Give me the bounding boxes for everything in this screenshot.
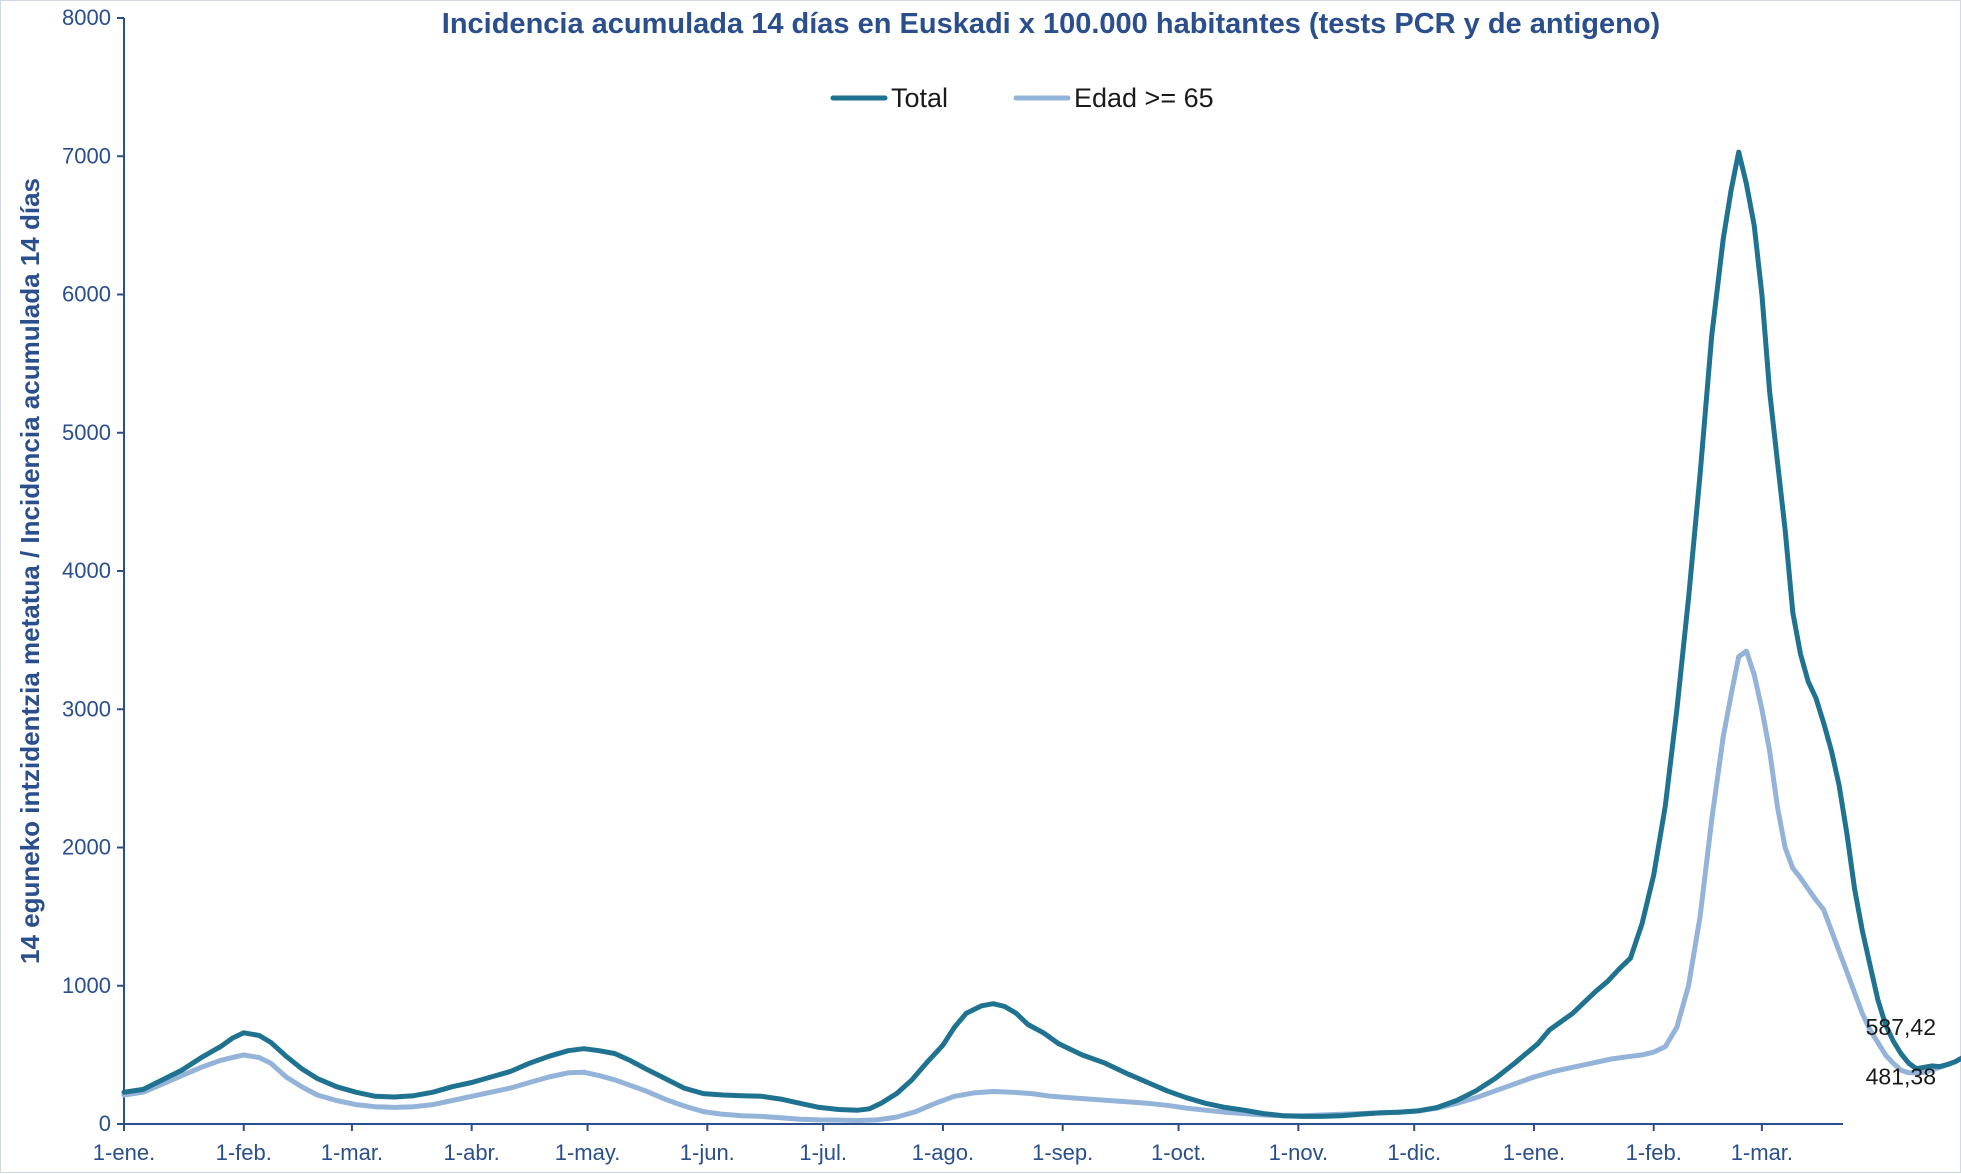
- y-tick-label: 6000: [62, 282, 111, 307]
- y-tick-label: 7000: [62, 143, 111, 168]
- legend-label: Total: [891, 83, 948, 113]
- y-axis: 0 1000 2000 3000 4000 5000 6000 7000 8000: [62, 5, 125, 1136]
- x-tick-label: 1-oct.: [1151, 1140, 1206, 1165]
- end-labels: 481,38 587,42: [1866, 1014, 1936, 1090]
- y-tick-label: 5000: [62, 420, 111, 445]
- series-line-total: [121, 149, 1961, 1119]
- x-tick-label: 1-ago.: [912, 1140, 974, 1165]
- legend: Total Edad >= 65: [830, 83, 1214, 113]
- y-tick-label: 8000: [62, 5, 111, 30]
- end-label-edad-65: 587,42: [1866, 1014, 1936, 1040]
- x-tick-label: 1-dic.: [1387, 1140, 1441, 1165]
- series-layer: [121, 149, 1961, 1123]
- x-tick-label: 1-may.: [555, 1140, 621, 1165]
- chart-title: Incidencia acumulada 14 días en Euskadi …: [442, 8, 1660, 40]
- x-tick-label: 1-nov.: [1269, 1140, 1329, 1165]
- y-tick-label: 4000: [62, 558, 111, 583]
- y-tick-label: 2000: [62, 835, 111, 860]
- end-label-total: 481,38: [1866, 1064, 1936, 1090]
- x-tick-label: 1-feb.: [1626, 1140, 1682, 1165]
- series-line-edad-65: [121, 648, 1961, 1123]
- y-axis-label: 14 eguneko intzidentzia metatua / Incide…: [15, 178, 45, 964]
- x-axis: 1-ene. 1-feb. 1-mar. 1-abr. 1-may. 1-jun. 1-ju…: [93, 1123, 1843, 1165]
- y-tick-label: 0: [99, 1111, 111, 1136]
- x-tick-label: 1-sep.: [1032, 1140, 1093, 1165]
- x-tick-label: 1-mar.: [1731, 1140, 1793, 1165]
- x-tick-label: 1-ene.: [1503, 1140, 1565, 1165]
- x-tick-label: 1-jun.: [680, 1140, 735, 1165]
- x-tick-label: 1-abr.: [444, 1140, 500, 1165]
- y-tick-label: 1000: [62, 973, 111, 998]
- x-tick-label: 1-mar.: [321, 1140, 383, 1165]
- legend-label: Edad >= 65: [1074, 83, 1214, 113]
- x-tick-label: 1-feb.: [216, 1140, 272, 1165]
- y-tick-label: 3000: [62, 696, 111, 721]
- x-tick-label: 1-ene.: [93, 1140, 155, 1165]
- x-tick-label: 1-jul.: [799, 1140, 847, 1165]
